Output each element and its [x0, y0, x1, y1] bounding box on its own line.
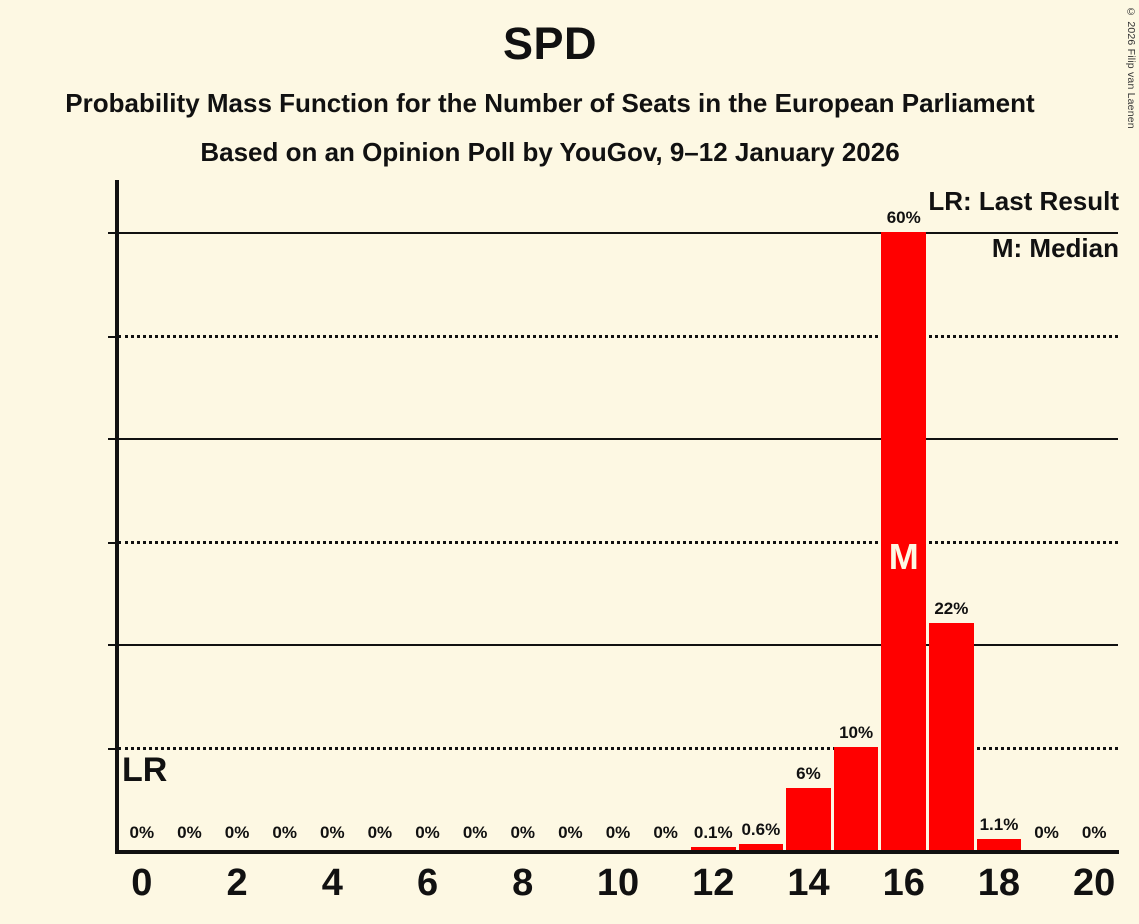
bar-label-seats-20: 0% [1081, 823, 1107, 842]
y-tick-minor [108, 335, 118, 339]
bar-label-seats-5: 0% [367, 823, 393, 842]
x-axis-label-2: 2 [226, 862, 248, 904]
copyright-notice: © 2026 Filip van Laenen [1125, 6, 1137, 129]
gridline-major-60 [108, 231, 1118, 235]
x-axis-label-16: 16 [882, 862, 925, 904]
bar-label-seats-0: 0% [129, 823, 155, 842]
bar-label-seats-14: 6% [796, 764, 821, 784]
x-axis-label-10: 10 [596, 862, 640, 904]
bar-label-seats-11: 0% [653, 823, 678, 842]
x-axis-label-6: 6 [416, 862, 439, 904]
bar-label-seats-4: 0% [319, 823, 345, 842]
chart-subtitle-primary: Probability Mass Function for the Number… [65, 88, 1035, 118]
bar-label-seats-15: 10% [839, 722, 874, 742]
bar-label-seats-8: 0% [510, 823, 536, 842]
bar-label-seats-12: 0.1% [693, 823, 733, 842]
chart-subtitle-secondary: Based on an Opinion Poll by YouGov, 9–12… [200, 137, 900, 167]
x-axis-label-0: 0 [131, 862, 153, 904]
bar-seats-12 [690, 847, 736, 850]
last-result-marker: LR [122, 750, 168, 789]
bar-label-seats-3: 0% [272, 823, 297, 842]
y-tick-minor [108, 541, 118, 545]
page-title: SPD [502, 18, 598, 69]
bar-label-seats-2: 0% [224, 823, 250, 842]
gridline-major-40 [108, 437, 1118, 441]
bar-label-seats-1: 0% [177, 823, 202, 842]
bar-label-seats-19: 0% [1034, 823, 1059, 842]
legend-last-result: LR: Last Result [928, 186, 1119, 216]
bar-label-seats-9: 0% [558, 823, 583, 842]
bar-seats-17 [929, 623, 974, 850]
bar-label-seats-10: 0% [605, 823, 631, 842]
gridline-major-20 [108, 643, 1118, 647]
bar-label-seats-16: 60% [886, 207, 921, 227]
bar-label-seats-7: 0% [462, 823, 488, 842]
median-marker: M [888, 535, 919, 577]
x-axis-label-12: 12 [692, 862, 735, 904]
gridline-minor-30 [108, 540, 1118, 545]
x-axis-label-14: 14 [787, 862, 830, 904]
y-tick-major [108, 231, 118, 235]
legend-median: M: Median [991, 233, 1119, 263]
bar-seats-15 [833, 746, 879, 850]
y-tick-major [108, 437, 118, 441]
plot-area: 20%40%60% 0%0%0%0%0%0%0%0%0%0%0%0%0.1%0.… [108, 180, 1119, 854]
bar-label-seats-17: 22% [934, 599, 969, 619]
bar-label-seats-13: 0.6% [741, 819, 781, 839]
x-axis-label-4: 4 [321, 862, 343, 904]
bar-seats-16 [881, 231, 926, 850]
x-axis-line [115, 850, 1119, 854]
bar-label-seats-18: 1.1% [979, 814, 1019, 834]
y-axis-line [115, 180, 119, 850]
bar-seats-18 [976, 838, 1022, 850]
bar-label-seats-6: 0% [415, 823, 440, 842]
bar-seats-13 [738, 843, 784, 850]
gridline-minor-50 [108, 334, 1118, 339]
x-axis-label-18: 18 [977, 862, 1021, 904]
y-tick-minor [108, 747, 118, 751]
bar-seats-14 [786, 788, 831, 850]
x-axis-label-8: 8 [512, 862, 534, 904]
gridline-minor-10 [108, 746, 1118, 751]
y-tick-major [108, 643, 118, 647]
x-axis-label-20: 20 [1073, 862, 1116, 904]
